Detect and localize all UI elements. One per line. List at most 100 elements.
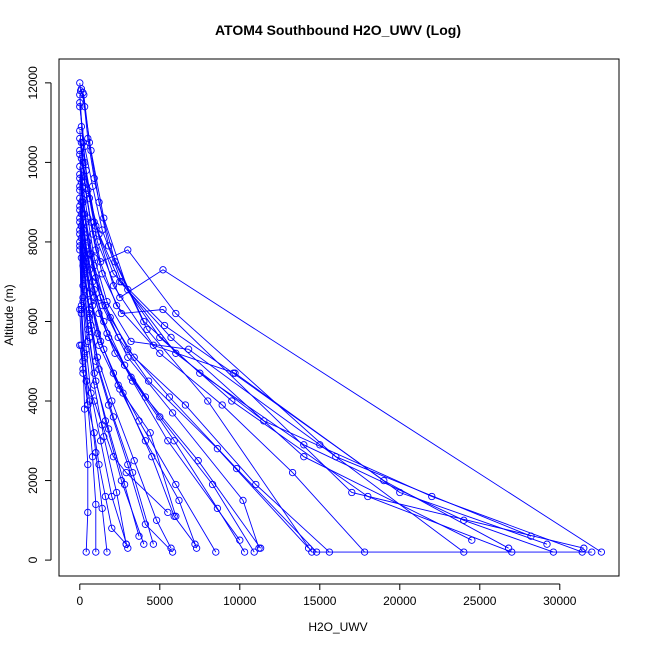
data-point-marker [143, 325, 151, 334]
data-point-marker [168, 409, 177, 417]
data-point-marker [167, 333, 175, 342]
data-point-marker [79, 297, 87, 306]
data-point-marker [152, 516, 161, 524]
data-point-marker [96, 258, 105, 266]
data-point-marker [80, 158, 89, 167]
series-line [80, 214, 196, 545]
data-point-marker [168, 548, 177, 556]
series-profile-34 [76, 182, 180, 520]
series-line [79, 210, 198, 549]
data-point-marker [146, 429, 154, 437]
data-point-marker [109, 453, 118, 461]
data-point-marker [236, 536, 244, 544]
data-point-marker [98, 421, 106, 429]
data-point-marker [124, 345, 132, 353]
data-point-marker [84, 134, 92, 143]
data-point-marker [84, 460, 92, 469]
series-profile-23 [76, 230, 143, 540]
data-point-marker [164, 508, 172, 517]
data-point-marker [128, 377, 137, 385]
data-point-marker [80, 266, 89, 274]
data-point-marker [104, 425, 113, 433]
data-point-marker [98, 301, 106, 310]
data-point-marker [428, 492, 436, 501]
data-point-marker [380, 476, 388, 485]
data-point-marker [141, 520, 150, 528]
data-point-marker [255, 544, 263, 552]
axes-group: 0 5000 10000 15000 20000 25000 30000 0 2000 4000 6… [26, 66, 577, 608]
data-point-marker [172, 512, 180, 520]
data-point-marker [135, 532, 143, 540]
data-point-marker [167, 544, 175, 552]
series-profile-36 [76, 341, 130, 548]
series-profile-28 [77, 254, 92, 556]
data-point-marker [84, 186, 92, 194]
y-tick-label: 0 [26, 556, 40, 563]
data-point-marker [196, 369, 204, 377]
x-tick-label: 25000 [463, 594, 497, 608]
data-point-marker [84, 337, 92, 346]
data-point-marker [76, 230, 84, 238]
data-point-marker [108, 524, 116, 532]
data-point-marker [165, 393, 174, 401]
data-point-marker [77, 254, 86, 262]
x-axis-label: H2O_UWV [308, 620, 367, 634]
data-point-marker [82, 548, 90, 556]
data-point-marker [85, 305, 94, 314]
plot-area [76, 79, 606, 556]
data-point-marker [101, 492, 110, 501]
data-point-marker [122, 468, 130, 477]
data-point-marker [92, 500, 100, 509]
series-line [80, 182, 317, 553]
data-point-marker [82, 190, 90, 198]
data-point-marker [76, 218, 84, 226]
data-point-marker [95, 341, 103, 349]
data-point-marker [116, 278, 124, 286]
x-tick-label: 20000 [383, 594, 417, 608]
data-point-marker [316, 441, 324, 449]
data-point-marker [213, 504, 222, 513]
data-point-marker [172, 309, 180, 318]
x-tick-label: 0 [76, 594, 83, 608]
data-point-marker [104, 242, 113, 250]
data-point-marker [93, 329, 102, 338]
data-point-marker [348, 488, 356, 497]
series-profile-30 [76, 99, 513, 552]
data-point-marker [159, 266, 167, 274]
data-point-marker [172, 480, 180, 489]
data-point-marker [84, 508, 92, 517]
data-point-marker [92, 246, 100, 254]
data-point-marker [95, 365, 103, 373]
data-point-marker [85, 333, 94, 342]
data-point-marker [228, 397, 236, 405]
data-point-marker [460, 548, 468, 556]
data-point-marker [124, 460, 132, 469]
data-point-marker [122, 540, 130, 548]
data-point-marker [148, 453, 156, 461]
data-point-marker [88, 453, 97, 461]
data-point-marker [156, 333, 164, 342]
y-tick-label: 10000 [26, 145, 40, 179]
data-point-marker [95, 460, 103, 469]
data-point-marker [127, 337, 135, 346]
data-point-marker [208, 480, 217, 489]
data-point-marker [160, 321, 169, 330]
data-point-marker [213, 445, 222, 453]
data-point-marker [149, 540, 158, 548]
y-tick-label: 6000 [26, 308, 40, 335]
data-point-marker [85, 397, 94, 405]
chart-title: ATOM4 Southbound H2O_UWV (Log) [215, 22, 461, 38]
data-point-marker [580, 544, 588, 552]
data-point-marker [212, 548, 220, 556]
y-tick-label: 12000 [26, 66, 40, 100]
data-point-marker [578, 548, 586, 556]
y-axis-label: Altitude (m) [2, 284, 16, 345]
data-point-marker [90, 286, 98, 294]
data-point-marker [90, 429, 98, 437]
data-point-marker [109, 282, 118, 290]
x-tick-label: 30000 [543, 594, 577, 608]
data-point-marker [191, 540, 199, 548]
data-point-marker [90, 381, 98, 389]
